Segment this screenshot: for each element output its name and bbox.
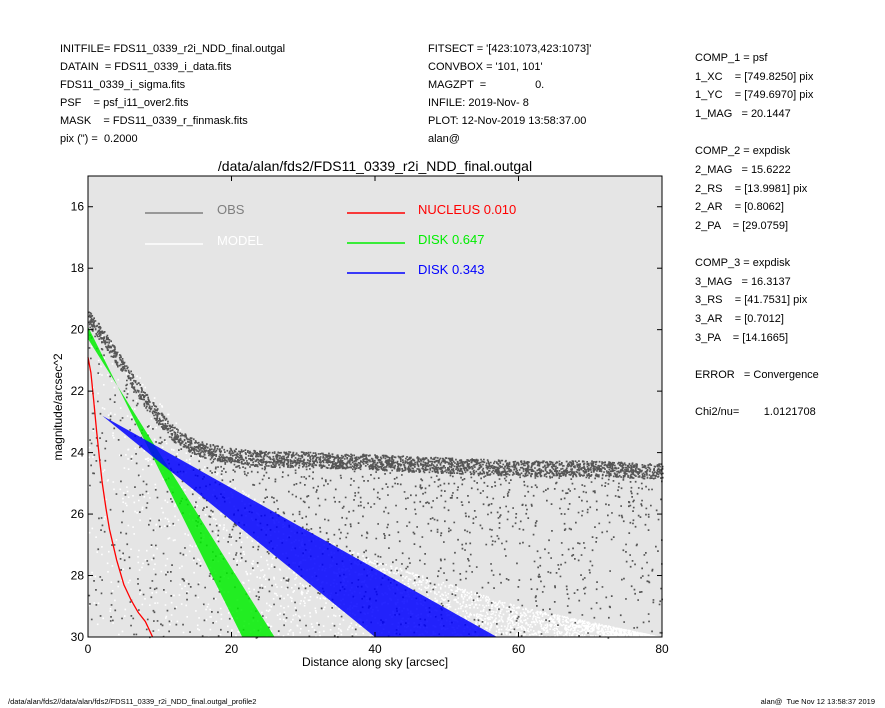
fit-parameter-line: 2_RS = [13.9981] pix bbox=[695, 182, 808, 195]
legend-label-model: MODEL bbox=[217, 233, 263, 248]
legend-label-obs: OBS bbox=[217, 202, 245, 217]
plot-area bbox=[88, 176, 662, 637]
header-left-line: pix (") = 0.2000 bbox=[60, 133, 138, 145]
header-mid-block: FITSECT = '[423:1073,423:1073]' CONVBOX =… bbox=[428, 43, 591, 151]
fit-parameter-line: 1_XC = [749.8250] pix bbox=[695, 70, 814, 83]
header-left-line: MASK = FDS11_0339_r_finmask.fits bbox=[60, 115, 248, 127]
header-mid-line: CONVBOX = '101, 101' bbox=[428, 61, 543, 73]
y-tick-label: 26 bbox=[71, 507, 85, 521]
x-tick-label: 80 bbox=[655, 642, 669, 656]
axes: 0 20 40 60 80 16 18 20 22 24 26 28 30 bbox=[71, 175, 669, 656]
fit-parameter-line: 2_PA = [29.0759] bbox=[695, 219, 789, 232]
x-tick-label: 60 bbox=[512, 642, 526, 656]
fit-parameter-line: COMP_3 = expdisk bbox=[695, 257, 791, 270]
y-tick-label: 18 bbox=[71, 261, 85, 275]
fit-parameter-line: 1_MAG = 20.1447 bbox=[695, 107, 791, 120]
fit-parameter-line: COMP_1 = psf bbox=[695, 52, 768, 64]
header-mid-line: PLOT: 12-Nov-2019 13:58:37.00 bbox=[428, 115, 587, 127]
fit-parameter-line: COMP_2 = expdisk bbox=[695, 145, 791, 158]
x-tick-label: 0 bbox=[85, 642, 92, 656]
x-axis-label: Distance along sky [arcsec] bbox=[302, 655, 448, 669]
fit-parameter-line: 3_AR = [0.7012] bbox=[695, 313, 784, 326]
fit-parameter-line: Chi2/nu= 1.0121708 bbox=[695, 406, 816, 419]
header-mid-line: INFILE: 2019-Nov- 8 bbox=[428, 97, 529, 109]
y-axis-label: magnitude/arcsec^2 bbox=[51, 353, 65, 460]
header-left-block: INITFILE= FDS11_0339_r2i_NDD_final.outga… bbox=[60, 43, 285, 151]
x-tick-label: 20 bbox=[225, 642, 239, 656]
nucleus-line bbox=[87, 357, 154, 638]
x-tick-label: 40 bbox=[368, 642, 382, 656]
fit-parameter-line: 3_MAG = 16.3137 bbox=[695, 275, 791, 288]
y-tick-label: 22 bbox=[71, 384, 85, 398]
header-mid-line: MAGZPT = 0. bbox=[428, 79, 545, 91]
y-tick-label: 20 bbox=[71, 323, 85, 337]
header-left-line: DATAIN = FDS11_0339_i_data.fits bbox=[60, 61, 232, 73]
y-tick-label: 30 bbox=[71, 630, 85, 644]
legend-label-comp: DISK 0.343 bbox=[418, 262, 485, 277]
legend-label-comp: NUCLEUS 0.010 bbox=[418, 202, 516, 217]
fit-parameter-line: ERROR = Convergence bbox=[695, 369, 819, 382]
fit-parameter-line: 2_AR = [0.8062] bbox=[695, 201, 784, 214]
header-left-line: FDS11_0339_i_sigma.fits bbox=[60, 79, 186, 91]
footer-path: /data/alan/fds2//data/alan/fds2/FDS11_03… bbox=[8, 697, 257, 706]
fit-parameter-line: 3_RS = [41.7531] pix bbox=[695, 294, 808, 307]
header-mid-line: FITSECT = '[423:1073,423:1073]' bbox=[428, 43, 592, 55]
legend-label-comp: DISK 0.647 bbox=[418, 232, 485, 247]
header-left-line: PSF = psf_i11_over2.fits bbox=[60, 97, 189, 109]
disk-band-4 bbox=[102, 415, 497, 637]
footer-timestamp: alan@ Tue Nov 12 13:58:37 2019 bbox=[760, 697, 875, 706]
model-components bbox=[87, 326, 497, 638]
legend: OBS MODEL NUCLEUS 0.010 DISK 0.647 DISK 0.34… bbox=[145, 202, 516, 277]
y-tick-label: 16 bbox=[71, 200, 85, 214]
plot-title: /data/alan/fds2/FDS11_0339_r2i_NDD_final… bbox=[217, 158, 533, 174]
fit-parameter-line: 1_YC = [749.6970] pix bbox=[695, 89, 814, 102]
header-mid-line: alan@ bbox=[428, 133, 460, 145]
header-left-line: INITFILE= FDS11_0339_r2i_NDD_final.outga… bbox=[60, 43, 286, 55]
fit-parameter-line: 3_PA = [14.1665] bbox=[695, 331, 789, 344]
y-tick-label: 28 bbox=[71, 569, 85, 583]
y-tick-label: 24 bbox=[71, 446, 85, 460]
fit-parameter-line: 2_MAG = 15.6222 bbox=[695, 163, 791, 176]
